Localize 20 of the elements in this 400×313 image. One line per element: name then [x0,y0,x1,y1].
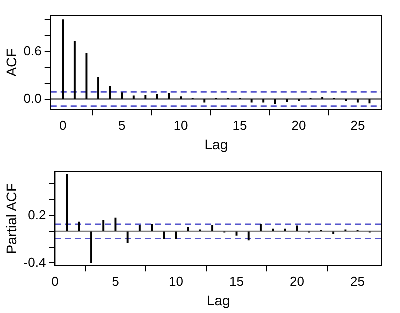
x-tick-label: 15 [230,274,244,289]
y-tick-label: -0.4 [24,254,46,270]
x-axis-title: Lag [204,136,228,152]
x-tick-label: 25 [350,274,366,289]
x-tick-label: 20 [290,274,305,289]
y-tick-label: 0.6 [24,43,42,58]
y-tick-label: 0.0 [24,90,42,106]
x-tick-label: 0 [52,274,59,289]
x-tick-label: 10 [174,118,188,133]
x-axis-title: Lag [206,292,230,308]
x-tick-label: 5 [118,118,126,133]
x-tick-label: 20 [292,118,306,133]
x-tick-label: 10 [169,274,184,289]
y-axis-title: ACF [3,48,20,77]
x-tick-label: 0 [60,118,67,133]
y-axis-title: Partial ACF [3,183,20,254]
x-tick-label: 15 [232,118,248,133]
x-tick-label: 5 [112,274,120,289]
y-tick-label: 0.2 [28,207,46,222]
x-tick-label: 25 [350,118,366,133]
